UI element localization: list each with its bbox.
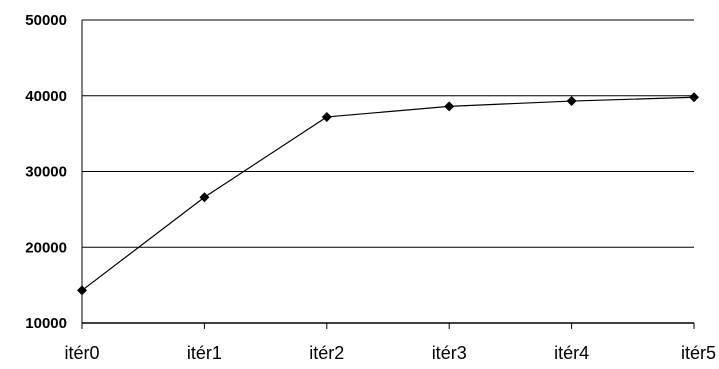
x-tick-label-1: itér1 bbox=[187, 343, 222, 363]
y-tick-label-3: 40000 bbox=[25, 88, 67, 105]
x-tick-label-0: itér0 bbox=[64, 343, 99, 363]
grid-lines bbox=[82, 19, 694, 248]
x-tick-label-3: itér3 bbox=[432, 343, 467, 363]
data-point-2 bbox=[321, 111, 332, 122]
data-point-0 bbox=[77, 285, 87, 296]
data-points bbox=[77, 92, 699, 296]
y-tick-label-1: 20000 bbox=[25, 239, 67, 256]
y-tick-label-2: 30000 bbox=[25, 164, 67, 181]
data-point-4 bbox=[566, 96, 577, 107]
x-tick-label-4: itér4 bbox=[554, 343, 589, 363]
x-tick-labels: itér0 itér1 itér2 itér3 itér4 itér5 bbox=[64, 343, 716, 363]
x-tick-label-5: itér5 bbox=[681, 343, 716, 363]
data-point-1 bbox=[199, 192, 210, 203]
x-tick-label-2: itér2 bbox=[309, 343, 344, 363]
y-tick-label-4: 50000 bbox=[25, 12, 67, 29]
y-tick-label-0: 10000 bbox=[25, 315, 67, 332]
data-point-5 bbox=[689, 92, 699, 103]
x-tick-marks bbox=[81, 323, 695, 329]
y-tick-labels: 10000 20000 30000 40000 50000 bbox=[25, 12, 67, 332]
series-line bbox=[81, 96, 695, 291]
data-point-3 bbox=[444, 101, 455, 112]
